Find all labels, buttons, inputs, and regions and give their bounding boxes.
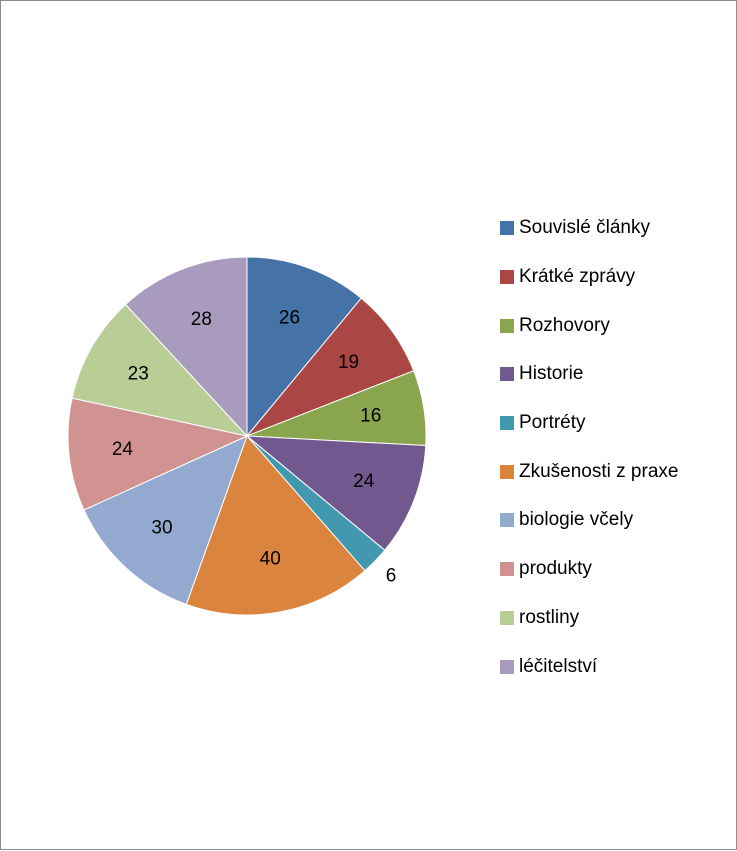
pie-slice <box>83 435 248 606</box>
legend-item: produkty <box>500 545 678 594</box>
legend-item: léčitelství <box>500 642 678 691</box>
slice-labels: 26 19 16 24 6 40 30 24 23 28 <box>112 308 396 587</box>
legend-label: Souvislé články <box>519 217 650 239</box>
pie-slice <box>246 256 362 438</box>
legend-item: Souvislé články <box>500 204 678 253</box>
legend-label: rostliny <box>519 606 580 628</box>
slice-value-label: 23 <box>128 363 149 384</box>
slice-value-label: 28 <box>191 309 212 330</box>
legend: Souvislé články Krátké zprávy Rozhovory His… <box>500 204 678 691</box>
legend-swatch <box>500 416 514 431</box>
slice-value-label: 24 <box>353 471 375 492</box>
legend-item: rostliny <box>500 594 678 643</box>
legend-swatch <box>500 513 514 528</box>
pie-slice <box>71 303 249 437</box>
legend-label: Rozhovory <box>519 314 610 336</box>
legend-swatch <box>500 562 514 577</box>
legend-label: Zkušenosti z praxe <box>519 460 679 482</box>
legend-label: Historie <box>519 363 584 385</box>
legend-swatch <box>500 610 514 625</box>
pie-slice <box>245 297 415 438</box>
legend-item: Portréty <box>500 399 678 448</box>
slice-value-label: 26 <box>279 308 300 329</box>
legend-swatch <box>500 659 514 674</box>
legend-swatch <box>500 367 514 382</box>
legend-label: Krátké zprávy <box>519 266 636 288</box>
legend-label: biologie včely <box>519 509 634 531</box>
legend-item: Historie <box>500 350 678 399</box>
pie-slice <box>124 256 248 438</box>
slice-value-label: 30 <box>151 518 172 539</box>
legend-label: léčitelství <box>519 655 598 677</box>
legend-item: Zkušenosti z praxe <box>500 447 678 496</box>
slice-value-label: 19 <box>338 352 359 373</box>
legend-swatch <box>500 221 514 236</box>
legend-item: Rozhovory <box>500 301 678 350</box>
slice-value-label: 16 <box>360 406 381 427</box>
legend-item: Krátké zprávy <box>500 253 678 302</box>
slice-value-label: 40 <box>260 549 281 570</box>
pie-slice <box>67 397 249 511</box>
pie-slice <box>245 435 427 551</box>
legend-label: produkty <box>519 558 592 580</box>
legend-swatch <box>500 318 514 333</box>
legend-swatch <box>500 464 514 479</box>
legend-swatch <box>500 270 514 285</box>
slice-value-label: 24 <box>112 439 134 460</box>
legend-label: Portréty <box>519 412 586 434</box>
pie-slices <box>67 256 427 616</box>
legend-item: biologie včely <box>500 496 678 545</box>
slice-value-label: 6 <box>386 566 397 587</box>
